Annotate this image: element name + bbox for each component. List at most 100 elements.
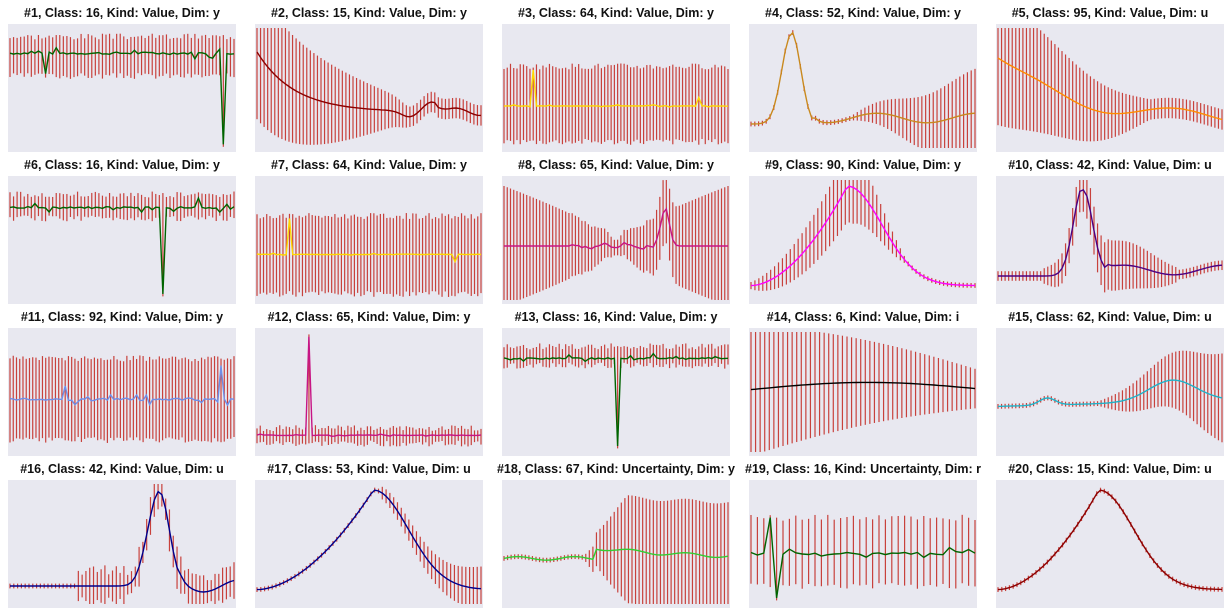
chart-panel: #2, Class: 15, Kind: Value, Dim: y <box>255 0 483 152</box>
chart-svg <box>996 328 1224 456</box>
chart-title: #9, Class: 90, Kind: Value, Dim: y <box>765 158 961 172</box>
chart-svg <box>502 328 730 456</box>
chart-title: #12, Class: 65, Kind: Value, Dim: y <box>267 310 471 324</box>
chart-panel: #11, Class: 92, Kind: Value, Dim: y <box>8 304 236 456</box>
chart-title: #17, Class: 53, Kind: Value, Dim: u <box>267 462 471 476</box>
chart-panel: #10, Class: 42, Kind: Value, Dim: u <box>996 152 1224 304</box>
chart-panel: #6, Class: 16, Kind: Value, Dim: y <box>8 152 236 304</box>
chart-panel: #15, Class: 62, Kind: Value, Dim: u <box>996 304 1224 456</box>
plot-background <box>749 24 977 152</box>
chart-title: #6, Class: 16, Kind: Value, Dim: y <box>24 158 220 172</box>
series-line <box>997 57 1223 121</box>
chart-title: #18, Class: 67, Kind: Uncertainty, Dim: … <box>496 462 736 476</box>
chart-panel: #14, Class: 6, Kind: Value, Dim: i <box>749 304 977 456</box>
chart-panel: #12, Class: 65, Kind: Value, Dim: y <box>255 304 483 456</box>
chart-plot-area <box>502 328 730 456</box>
plot-background <box>255 480 483 608</box>
chart-title: #11, Class: 92, Kind: Value, Dim: y <box>20 310 224 324</box>
chart-svg <box>749 24 977 152</box>
chart-panel: #4, Class: 52, Kind: Value, Dim: y <box>749 0 977 152</box>
chart-title: #13, Class: 16, Kind: Value, Dim: y <box>514 310 718 324</box>
chart-plot-area <box>749 24 977 152</box>
series-line <box>750 381 976 391</box>
series-line <box>256 51 482 118</box>
chart-panel: #3, Class: 64, Kind: Value, Dim: y <box>502 0 730 152</box>
series-line <box>9 365 235 407</box>
chart-svg <box>255 328 483 456</box>
chart-svg <box>502 176 730 304</box>
chart-title: #3, Class: 64, Kind: Value, Dim: y <box>518 6 714 20</box>
plot-background <box>749 480 977 608</box>
chart-title: #8, Class: 65, Kind: Value, Dim: y <box>518 158 714 172</box>
chart-panel: #16, Class: 42, Kind: Value, Dim: u <box>8 456 236 608</box>
chart-title: #14, Class: 6, Kind: Value, Dim: i <box>766 310 960 324</box>
chart-svg <box>502 480 730 608</box>
chart-title: #4, Class: 52, Kind: Value, Dim: y <box>765 6 961 20</box>
plot-background <box>996 176 1224 304</box>
chart-svg <box>996 176 1224 304</box>
chart-plot-area <box>8 328 236 456</box>
series-line <box>256 218 482 264</box>
plot-background <box>8 480 236 608</box>
chart-title: #20, Class: 15, Kind: Value, Dim: u <box>1008 462 1212 476</box>
chart-panel: #9, Class: 90, Kind: Value, Dim: y <box>749 152 977 304</box>
chart-plot-area <box>255 24 483 152</box>
chart-svg <box>255 480 483 608</box>
chart-plot-area <box>749 176 977 304</box>
chart-svg <box>749 480 977 608</box>
chart-svg <box>749 176 977 304</box>
chart-title: #1, Class: 16, Kind: Value, Dim: y <box>24 6 220 20</box>
series-line <box>998 189 1223 277</box>
chart-panel: #7, Class: 64, Kind: Value, Dim: y <box>255 152 483 304</box>
chart-svg <box>996 24 1224 152</box>
series-line <box>750 31 976 125</box>
chart-svg <box>996 480 1224 608</box>
series-line <box>9 196 235 295</box>
series-line <box>256 336 482 438</box>
chart-panel: #1, Class: 16, Kind: Value, Dim: y <box>8 0 236 152</box>
series-line <box>750 517 976 599</box>
chart-svg <box>502 24 730 152</box>
chart-plot-area <box>749 480 977 608</box>
chart-title: #10, Class: 42, Kind: Value, Dim: u <box>1008 158 1212 172</box>
series-line <box>750 185 976 287</box>
chart-plot-area <box>996 480 1224 608</box>
chart-plot-area <box>255 328 483 456</box>
chart-plot-area <box>8 176 236 304</box>
plot-background <box>996 480 1224 608</box>
chart-panel: #18, Class: 67, Kind: Uncertainty, Dim: … <box>497 456 735 608</box>
series-line <box>503 69 729 108</box>
series-line <box>503 548 729 561</box>
chart-panel: #19, Class: 16, Kind: Uncertainty, Dim: … <box>745 456 981 608</box>
chart-plot-area <box>996 328 1224 456</box>
series-line <box>256 489 482 591</box>
chart-title: #7, Class: 64, Kind: Value, Dim: y <box>271 158 467 172</box>
chart-plot-area <box>502 176 730 304</box>
chart-plot-area <box>996 176 1224 304</box>
chart-plot-area <box>255 480 483 608</box>
chart-panel: #13, Class: 16, Kind: Value, Dim: y <box>502 304 730 456</box>
chart-plot-area <box>502 24 730 152</box>
chart-svg <box>255 24 483 152</box>
chart-plot-area <box>996 24 1224 152</box>
series-line <box>997 489 1223 591</box>
chart-plot-area <box>8 480 236 608</box>
chart-title: #15, Class: 62, Kind: Value, Dim: u <box>1008 310 1212 324</box>
chart-panel: #20, Class: 15, Kind: Value, Dim: u <box>996 456 1224 608</box>
series-line <box>9 46 235 145</box>
chart-svg <box>8 24 236 152</box>
chart-svg <box>749 328 977 456</box>
series-line <box>10 490 235 593</box>
chart-svg <box>8 328 236 456</box>
chart-title: #5, Class: 95, Kind: Value, Dim: u <box>1011 6 1209 20</box>
chart-plot-area <box>502 480 730 608</box>
chart-panel: #17, Class: 53, Kind: Value, Dim: u <box>255 456 483 608</box>
series-line <box>504 207 728 250</box>
chart-title: #19, Class: 16, Kind: Uncertainty, Dim: … <box>745 462 981 476</box>
chart-svg <box>8 480 236 608</box>
chart-title: #16, Class: 42, Kind: Value, Dim: u <box>20 462 224 476</box>
chart-plot-area <box>749 328 977 456</box>
chart-panel: #8, Class: 65, Kind: Value, Dim: y <box>502 152 730 304</box>
chart-panel: #5, Class: 95, Kind: Value, Dim: u <box>996 0 1224 152</box>
